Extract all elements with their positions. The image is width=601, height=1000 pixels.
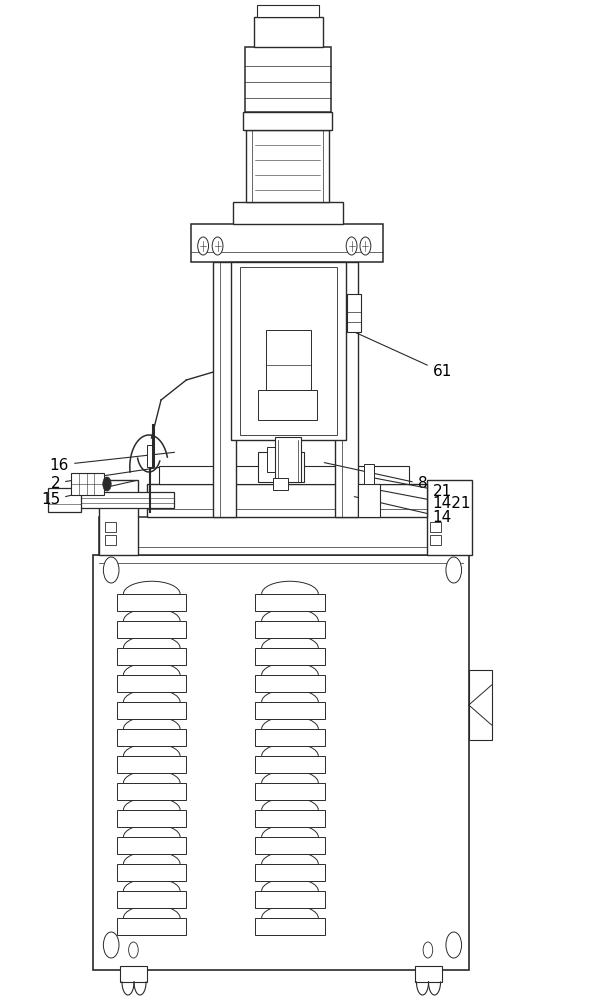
Bar <box>48 488 81 512</box>
Bar <box>347 294 361 332</box>
Bar <box>273 478 288 490</box>
Text: 1421: 1421 <box>361 487 471 512</box>
Bar <box>415 966 442 982</box>
Bar <box>430 535 441 545</box>
Bar <box>117 837 186 854</box>
Bar <box>147 484 427 517</box>
Circle shape <box>423 942 433 958</box>
Circle shape <box>446 932 462 958</box>
Bar <box>213 262 236 517</box>
Bar <box>358 484 380 517</box>
Bar <box>117 864 186 881</box>
Bar <box>120 966 147 982</box>
Bar <box>117 648 186 665</box>
Circle shape <box>103 557 119 583</box>
Bar <box>231 262 346 440</box>
Bar <box>117 783 186 800</box>
Bar <box>117 810 186 827</box>
Circle shape <box>129 942 138 958</box>
Bar <box>255 648 325 665</box>
Text: 15: 15 <box>41 481 135 508</box>
Bar <box>364 464 374 484</box>
Bar <box>71 473 104 495</box>
Bar <box>255 702 325 719</box>
Bar <box>243 112 332 130</box>
Bar <box>255 864 325 881</box>
Bar <box>57 492 174 508</box>
Bar <box>117 891 186 908</box>
Circle shape <box>446 557 462 583</box>
Bar <box>430 522 441 532</box>
Bar <box>99 517 472 555</box>
Bar <box>105 522 116 532</box>
Bar <box>117 621 186 638</box>
Bar <box>117 756 186 773</box>
Bar <box>117 729 186 746</box>
Bar <box>99 480 138 555</box>
Circle shape <box>212 237 223 255</box>
Circle shape <box>360 237 371 255</box>
Text: 8: 8 <box>325 463 427 491</box>
Bar <box>233 202 343 224</box>
Circle shape <box>198 237 209 255</box>
Circle shape <box>346 237 357 255</box>
Bar <box>335 262 358 517</box>
Bar <box>191 224 383 262</box>
Bar <box>240 267 337 435</box>
Text: 2: 2 <box>50 467 159 490</box>
Bar <box>255 810 325 827</box>
Bar <box>255 891 325 908</box>
Bar <box>117 675 186 692</box>
Bar <box>255 783 325 800</box>
Text: 61: 61 <box>348 329 452 379</box>
Bar <box>255 675 325 692</box>
Bar <box>267 447 294 472</box>
Text: 16: 16 <box>50 452 174 473</box>
Bar <box>159 466 409 484</box>
Bar <box>245 47 331 112</box>
Circle shape <box>103 477 111 491</box>
Circle shape <box>103 932 119 958</box>
Bar <box>469 670 492 740</box>
Bar <box>117 702 186 719</box>
Bar <box>266 330 311 390</box>
Bar <box>427 480 472 555</box>
Bar <box>255 837 325 854</box>
Bar <box>105 535 116 545</box>
Text: 14: 14 <box>355 497 452 524</box>
Bar <box>258 452 304 482</box>
Bar <box>275 437 300 482</box>
Bar <box>117 594 186 611</box>
Bar <box>255 621 325 638</box>
Bar <box>258 390 317 420</box>
Text: 21: 21 <box>367 477 452 498</box>
Bar <box>246 130 329 202</box>
Bar <box>254 17 323 47</box>
Bar <box>255 756 325 773</box>
Bar <box>93 555 469 970</box>
Bar <box>255 729 325 746</box>
Bar <box>255 594 325 611</box>
Bar <box>147 445 154 467</box>
Bar <box>117 918 186 935</box>
Bar <box>257 5 319 17</box>
Bar <box>255 918 325 935</box>
